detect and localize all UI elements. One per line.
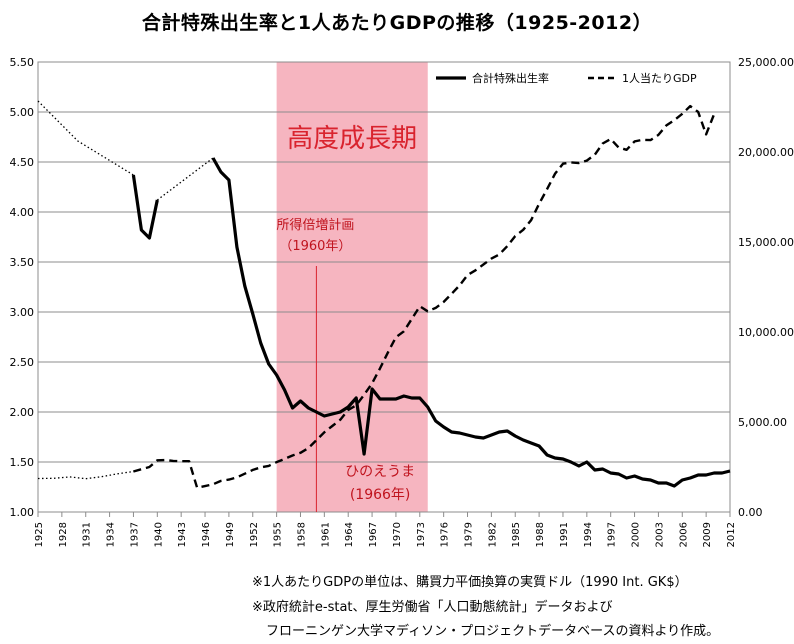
x-tick-label: 1928 <box>58 522 69 547</box>
annotation-hinoeuma: ひのえうま <box>345 464 415 480</box>
series-gdp-line <box>133 104 716 489</box>
x-tick-label: 2009 <box>702 522 713 547</box>
x-tick-label: 1952 <box>249 522 260 547</box>
series-fertility-line <box>131 174 159 240</box>
y-left-tick-label: 1.00 <box>10 506 35 519</box>
legend-label-fertility: 合計特殊出生率 <box>472 71 549 85</box>
y-right-tick-label: 5,000.00 <box>738 416 787 429</box>
x-tick-label: 1985 <box>511 522 522 547</box>
x-tick-label: 1925 <box>34 522 45 547</box>
note-gdp-unit: ※1人あたりGDPの単位は、購買力平価換算の実質ドル（1990 Int. GK$… <box>252 575 688 590</box>
x-tick-label: 1937 <box>129 522 140 547</box>
x-tick-label: 1943 <box>177 522 188 547</box>
series-fertility-dotted-segment <box>156 157 214 201</box>
x-tick-label: 2006 <box>678 522 689 547</box>
y-left-tick-label: 4.50 <box>10 156 35 169</box>
x-tick-label: 1967 <box>368 522 379 547</box>
x-tick-label: 1961 <box>320 522 331 547</box>
x-tick-label: 1988 <box>535 522 546 547</box>
chart-title: 合計特殊出生率と1人あたりGDPの推移（1925-2012） <box>141 12 653 34</box>
y-right-tick-label: 0.00 <box>738 506 763 519</box>
note-source-cont: フローニンゲン大学マディソン・プロジェクトデータベースの資料より作成。 <box>266 624 720 639</box>
x-tick-label: 1958 <box>296 522 307 547</box>
legend-label-gdp: 1人当たりGDP <box>622 71 697 85</box>
x-tick-label: 1970 <box>392 522 403 547</box>
x-tick-label: 1976 <box>440 522 451 547</box>
x-tick-label: 1949 <box>225 522 236 547</box>
y-left-tick-label: 4.00 <box>10 206 35 219</box>
y-right-tick-label: 10,000.00 <box>738 326 794 339</box>
x-tick-label: 1994 <box>583 522 594 547</box>
x-tick-label: 1955 <box>273 522 284 547</box>
plot-frame <box>37 61 731 513</box>
x-tick-label: 1982 <box>487 522 498 547</box>
series-fertility-dotted-segment <box>37 100 134 176</box>
x-tick-label: 1931 <box>82 522 93 547</box>
x-tick-label: 1934 <box>106 522 117 547</box>
x-tick-label: 1997 <box>607 522 618 547</box>
x-tick-label: 1991 <box>559 522 570 547</box>
y-left-tick-label: 3.00 <box>10 306 35 319</box>
x-tick-label: 1979 <box>464 522 475 547</box>
x-tick-label: 1973 <box>416 522 427 547</box>
x-tick-label: 2003 <box>654 522 665 547</box>
annotation-hinoeuma-year: (1966年) <box>350 487 411 503</box>
x-tick-label: 1964 <box>344 522 355 547</box>
x-tick-label: 2000 <box>631 522 642 547</box>
annotation-income-doubling: 所得倍増計画 <box>276 217 354 233</box>
shaded-region-high-growth <box>276 62 428 512</box>
y-left-tick-label: 1.50 <box>10 456 35 469</box>
y-right-tick-label: 25,000.00 <box>738 56 794 69</box>
note-source: ※政府統計e-stat、厚生労働省「人口動態統計」データおよび <box>252 600 613 615</box>
y-left-tick-label: 2.50 <box>10 356 35 369</box>
annotation-income-doubling-year: （1960年） <box>279 239 351 254</box>
x-tick-label: 1940 <box>153 522 164 547</box>
series-gdp-dotted-segment <box>37 470 134 480</box>
shaded-region-label: 高度成長期 <box>287 124 417 154</box>
y-right-tick-label: 20,000.00 <box>738 146 794 159</box>
y-right-tick-label: 15,000.00 <box>738 236 794 249</box>
y-left-tick-label: 3.50 <box>10 256 35 269</box>
series-fertility-line <box>211 157 731 488</box>
y-left-tick-label: 5.50 <box>10 56 35 69</box>
y-left-tick-label: 2.00 <box>10 406 35 419</box>
y-left-tick-label: 5.00 <box>10 106 35 119</box>
x-tick-label: 1946 <box>201 522 212 547</box>
x-tick-label: 2012 <box>726 522 737 547</box>
